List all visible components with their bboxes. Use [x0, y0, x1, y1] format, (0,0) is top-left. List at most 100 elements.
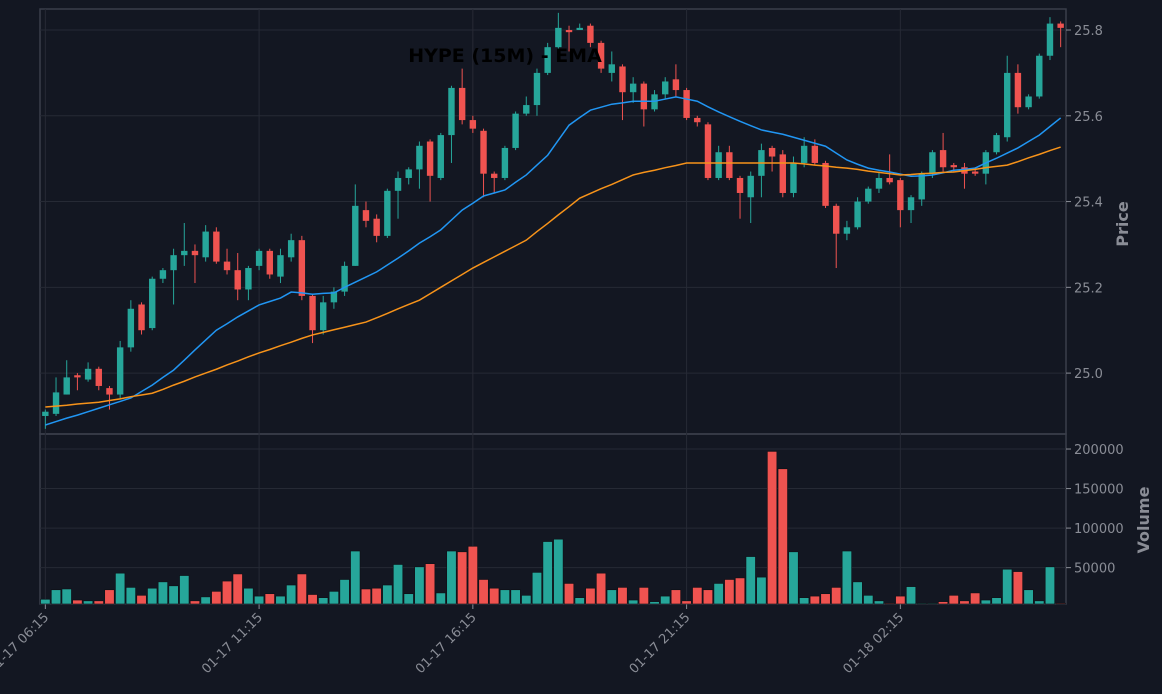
- volume-bar: [168, 585, 179, 605]
- volume-bar: [948, 595, 959, 605]
- volume-bar: [734, 577, 746, 605]
- candle-body: [245, 268, 252, 290]
- candle-body: [971, 171, 979, 174]
- volume-bar: [788, 551, 799, 605]
- candle-body: [330, 291, 338, 303]
- volume-bar: [1023, 589, 1034, 605]
- volume-bar: [318, 597, 329, 605]
- volume-bar: [275, 595, 286, 605]
- price-panel: [39, 8, 1067, 435]
- volume-bar: [115, 572, 126, 605]
- candle-body: [587, 25, 594, 43]
- volume-bar: [1012, 571, 1023, 605]
- volume-bar: [72, 599, 83, 605]
- volume-bar: [713, 583, 724, 605]
- candle-body: [437, 135, 444, 178]
- volume-bar: [457, 551, 468, 605]
- candle-body: [480, 130, 487, 174]
- volume-bar: [1002, 568, 1013, 605]
- volume-bar: [382, 584, 393, 605]
- volume-tick-label: 200000: [1074, 443, 1124, 458]
- candle-body: [640, 83, 648, 110]
- y-tick-label: 25.2: [1074, 281, 1103, 296]
- candle-body: [95, 368, 102, 386]
- volume-bar: [499, 589, 510, 605]
- volume-bar: [1034, 600, 1045, 605]
- plot-layer: 25.0 25.2 25.4 25.6 25.8 50000 100000 150000 200…: [0, 9, 1124, 677]
- candle-body: [362, 210, 370, 221]
- candle-body: [191, 250, 199, 256]
- candle-body: [266, 250, 273, 275]
- candle-body: [149, 278, 156, 329]
- candle-body: [736, 177, 744, 193]
- candle-body: [405, 169, 412, 178]
- candle-body: [63, 377, 70, 395]
- candle-body: [939, 150, 947, 168]
- y-tick-label: 25.6: [1074, 110, 1103, 125]
- volume-bar: [467, 545, 478, 605]
- x-tick-label: 01-17 11:15: [199, 610, 266, 677]
- ema-line: [45, 146, 1061, 408]
- volume-bar: [628, 599, 639, 605]
- volume-bar: [660, 595, 671, 605]
- candle-body: [576, 27, 583, 31]
- candle-body: [170, 255, 177, 271]
- chart-title: HYPE (15M) - EMA: [408, 45, 602, 67]
- candle-body: [833, 205, 840, 234]
- volume-bar: [938, 601, 949, 605]
- candle-body: [694, 117, 701, 123]
- candle-body: [1036, 55, 1043, 97]
- volume-bar: [179, 575, 190, 605]
- candle-body: [950, 165, 957, 168]
- candle-body: [501, 147, 509, 178]
- volume-bar: [991, 597, 1002, 605]
- candle-body: [416, 145, 423, 170]
- candle-body: [448, 87, 455, 136]
- volume-bar: [264, 593, 275, 605]
- volume-bar: [531, 572, 543, 605]
- x-tick-label: 01-18 02:15: [840, 610, 907, 677]
- candle-body: [298, 240, 306, 296]
- candle-body: [469, 120, 477, 129]
- candle-body: [234, 270, 241, 290]
- candle-body: [683, 90, 690, 118]
- candle-body: [565, 30, 573, 33]
- candle-body: [106, 388, 113, 395]
- volume-bar: [360, 588, 372, 605]
- candle-body: [255, 250, 263, 266]
- candle-body: [897, 180, 904, 211]
- volume-bar: [724, 579, 735, 605]
- y-tick-label: 25.0: [1074, 367, 1103, 382]
- volume-bar: [553, 538, 564, 605]
- y-tick-label: 25.8: [1074, 24, 1103, 39]
- volume-bar: [1055, 602, 1066, 605]
- candle-body: [790, 162, 797, 193]
- volume-bar: [478, 579, 489, 605]
- candle-body: [384, 190, 391, 236]
- x-tick-label: 01-17 21:15: [627, 610, 694, 677]
- volume-bar: [40, 598, 51, 605]
- volume-bar: [852, 581, 863, 605]
- volume-bar: [767, 451, 778, 605]
- candle-body: [213, 231, 220, 262]
- volume-bar: [147, 587, 158, 605]
- candle-body: [597, 42, 605, 69]
- candle-body: [138, 304, 145, 331]
- candle-body: [42, 411, 49, 416]
- candle-body: [715, 152, 722, 178]
- candle-body: [768, 147, 776, 157]
- candle-body: [619, 66, 626, 93]
- volume-tick-label: 150000: [1074, 483, 1124, 498]
- candle-body: [993, 135, 1000, 153]
- candle-body: [1057, 23, 1064, 28]
- volume-bar: [392, 564, 404, 605]
- candle-body: [843, 227, 851, 234]
- candle-body: [159, 270, 167, 279]
- volume-bar: [414, 566, 425, 605]
- volume-bar: [702, 589, 714, 605]
- volume-bar: [959, 600, 970, 605]
- volume-bar: [756, 576, 767, 605]
- volume-bar: [670, 589, 681, 605]
- y-tick-label: 25.4: [1074, 196, 1103, 211]
- x-tick-label: 01-17 06:15: [0, 610, 52, 677]
